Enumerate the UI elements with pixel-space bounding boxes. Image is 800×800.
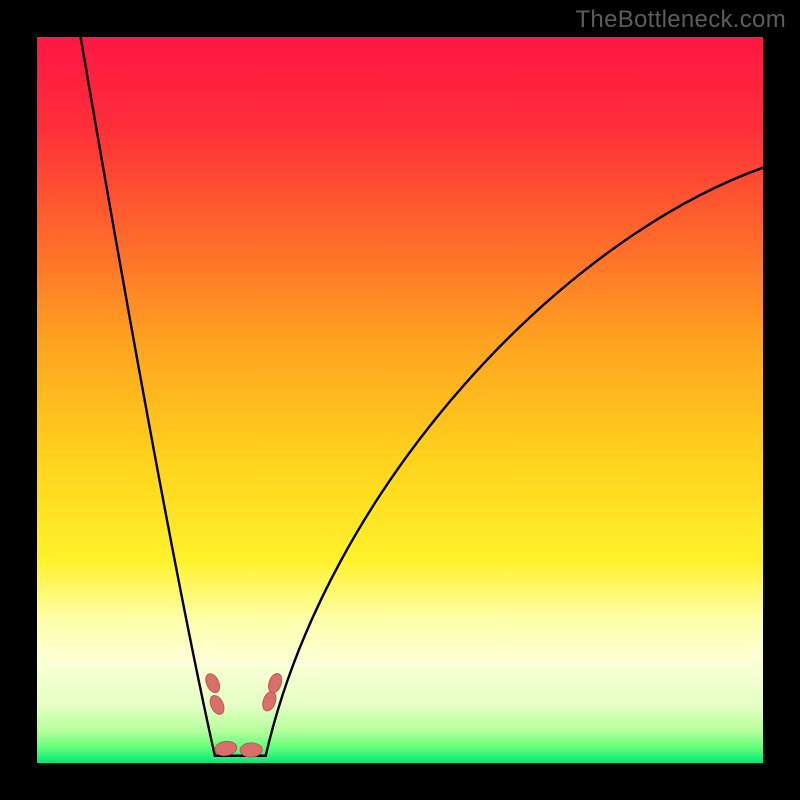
watermark: TheBottleneck.com	[575, 6, 786, 34]
frame: TheBottleneck.com	[0, 0, 800, 800]
bottleneck-chart	[37, 37, 763, 763]
gradient-background	[37, 37, 763, 763]
notch-marker	[240, 743, 262, 758]
chart-svg	[37, 37, 763, 763]
